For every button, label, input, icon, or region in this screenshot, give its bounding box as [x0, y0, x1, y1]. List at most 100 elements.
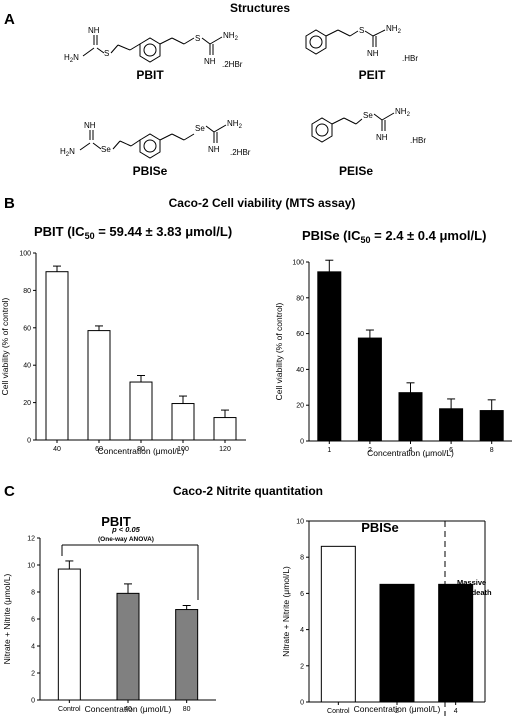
significance-test: (One-way ANOVA) [98, 536, 154, 543]
structure-peit [305, 29, 386, 55]
y-tick-label: 40 [23, 363, 31, 370]
pbit-salt: .2HBr [222, 60, 243, 69]
structure-pbise [79, 124, 227, 159]
y-tick-label: 80 [296, 295, 304, 302]
y-tick-label: 12 [27, 536, 35, 543]
x-tick-label: 80 [183, 706, 191, 713]
bar [213, 417, 237, 441]
bar [398, 392, 423, 442]
y-tick-label: 0 [27, 438, 31, 445]
chart-1: 0 20 40 60 80 100 1 2 4 6 8 Concentration (μmol/L) C… [274, 260, 512, 458]
y-axis-label: Cell viability (% of control) [0, 297, 10, 395]
pbise-se1-label: Se [101, 145, 111, 154]
y-tick-label: 20 [296, 403, 304, 410]
y-tick-label: 6 [300, 591, 304, 598]
bar [129, 381, 153, 441]
y-tick-label: 2 [31, 671, 35, 678]
pbise-salt: .2HBr [230, 148, 251, 157]
x-tick-label: Control [58, 706, 81, 713]
y-tick-label: 40 [296, 367, 304, 374]
panel-b-title: Caco-2 Cell viability (MTS assay) [169, 196, 356, 210]
significance-pvalue: p < 0.05 [111, 525, 141, 534]
pbise-nh2-label: NH2 [227, 119, 243, 130]
y-tick-label: 8 [31, 590, 35, 597]
y-tick-label: 100 [292, 260, 304, 267]
bar [57, 568, 81, 701]
bar [175, 609, 199, 701]
y-tick-label: 60 [23, 325, 31, 332]
x-tick-label: 8 [490, 447, 494, 454]
pbit-nh2-label: NH2 [223, 31, 239, 42]
cell-death-annotation-2: cell death [457, 588, 492, 597]
bar [171, 403, 195, 441]
x-tick-label: 40 [53, 446, 61, 453]
pbit-viability-title: PBIT (IC50 = 59.44 ± 3.83 μmol/L) [34, 224, 232, 241]
pbit-nitrite-title: PBIT [101, 514, 131, 529]
x-tick-label: 100 [177, 446, 189, 453]
peise-salt: .HBr [410, 136, 426, 145]
y-axis-label: Nitrate + Nitrite (μmol/L) [2, 574, 12, 665]
panel-c-letter: C [4, 483, 15, 500]
y-tick-label: 100 [19, 251, 31, 258]
pbise-se2-label: Se [195, 124, 205, 133]
pbit-s1-label: S [104, 49, 109, 58]
panel-b-letter: B [4, 195, 15, 212]
peise-se-label: Se [363, 111, 373, 120]
x-tick-label: Control [327, 708, 350, 715]
x-tick-label: 80 [137, 446, 145, 453]
x-tick-label: 40 [124, 706, 132, 713]
y-tick-label: 2 [300, 663, 304, 670]
x-tick-label: 6 [449, 447, 453, 454]
x-axis-label: Concentration (μmol/L) [367, 448, 454, 458]
peit-s-label: S [359, 26, 364, 35]
x-tick-label: 60 [95, 446, 103, 453]
bar [45, 271, 69, 441]
y-tick-label: 60 [296, 331, 304, 338]
x-axis-label: Concentration (μmol/L) [354, 704, 441, 714]
pbise-nitrite-title: PBISe [361, 520, 399, 535]
x-tick-label: 2 [368, 447, 372, 454]
pbit-nh-label: NH [88, 26, 100, 35]
chart-0: 0 20 40 60 80 100 40 60 80 100 120 Concentration (μ… [0, 251, 246, 456]
bar [87, 330, 111, 441]
x-tick-label: 4 [409, 447, 413, 454]
y-tick-label: 0 [300, 439, 304, 446]
bar [116, 592, 140, 701]
pbit-h2n-label: H2N [64, 53, 79, 64]
structure-peise [311, 112, 395, 143]
x-axis-label: Concentration (μmol/L) [85, 704, 172, 714]
panel-c-title: Caco-2 Nitrite quantitation [173, 484, 323, 498]
structure-pbit [82, 35, 223, 63]
pbit-nh-label-2: NH [204, 57, 216, 66]
chart-3: 0 2 4 6 8 10 Control 2 4 Concentration (μmol/L) Ni… [281, 519, 486, 715]
x-tick-label: 1 [327, 447, 331, 454]
significance-bracket [61, 544, 199, 600]
pbise-viability-title: PBISe (IC50 = 2.4 ± 0.4 μmol/L) [302, 228, 486, 245]
chart-2: 0 2 4 6 8 10 12 Control 40 80 Concentration (μmol/… [2, 536, 216, 714]
pbise-nh-label: NH [84, 121, 96, 130]
pbise-name: PBISe [133, 164, 168, 178]
bar [479, 410, 504, 442]
pbise-nh-label-2: NH [208, 145, 220, 154]
y-tick-label: 10 [296, 519, 304, 526]
y-tick-label: 6 [31, 617, 35, 624]
bar [379, 583, 415, 703]
bar [439, 408, 464, 442]
peise-nh2-label: NH2 [395, 107, 411, 118]
x-tick-label: 120 [219, 446, 231, 453]
y-axis-label: Cell viability (% of control) [274, 302, 284, 400]
pbise-h2n-label: H2N [60, 147, 75, 158]
panel-a-letter: A [4, 11, 15, 28]
y-tick-label: 0 [31, 698, 35, 705]
x-tick-label: 4 [454, 708, 458, 715]
y-tick-label: 10 [27, 563, 35, 570]
y-tick-label: 80 [23, 288, 31, 295]
y-axis-label: Nitrate + Nitrite (μmol/L) [281, 566, 291, 657]
bar [317, 271, 342, 442]
panel-a-title: Structures [230, 1, 290, 15]
y-tick-label: 4 [31, 644, 35, 651]
y-tick-label: 8 [300, 555, 304, 562]
peit-nh2-label: NH2 [386, 24, 402, 35]
peise-nh-label: NH [376, 133, 388, 142]
